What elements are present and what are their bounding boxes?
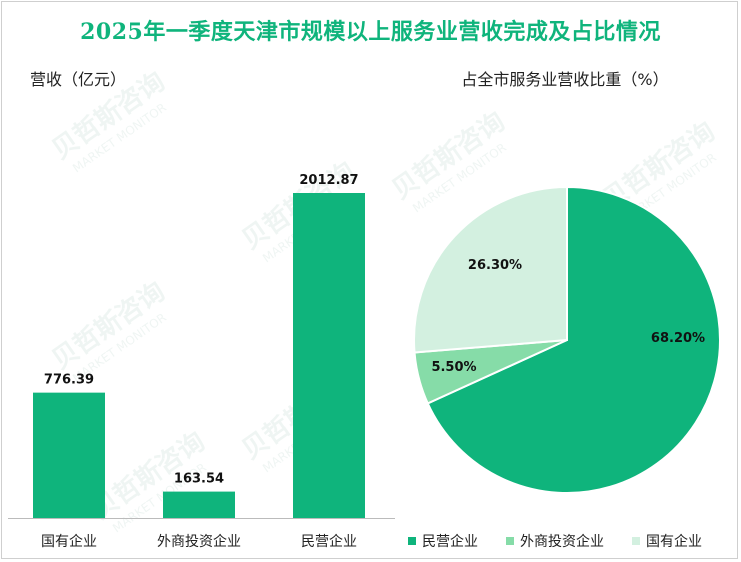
pie-value-label: 26.30%: [468, 258, 522, 273]
pie-slice-3: [413, 185, 568, 354]
pie-slice-1: [426, 185, 721, 494]
legend-swatch: [506, 537, 514, 545]
bar-category-label: 民营企业: [301, 533, 357, 550]
legend-swatch: [632, 537, 640, 545]
legend-label: 民营企业: [422, 534, 478, 550]
pie-value-label: 68.20%: [651, 331, 705, 346]
bar-value-label: 2012.87: [299, 173, 358, 188]
bar-3: [293, 193, 365, 518]
pie-title: 占全市服务业营收比重（%）: [461, 70, 669, 89]
legend-label: 外商投资企业: [520, 534, 604, 550]
legend-item: 外商投资企业: [506, 531, 604, 551]
bar-value-label: 163.54: [174, 472, 224, 487]
bar-category-label: 国有企业: [41, 533, 97, 550]
legend-swatch: [408, 537, 416, 545]
bar-value-label: 776.39: [44, 373, 94, 388]
legend-item: 国有企业: [632, 531, 702, 551]
pie-chart: 68.20% 5.50% 26.30%: [413, 185, 721, 494]
bar-category-label: 外商投资企业: [157, 533, 241, 550]
bar-chart: 776.39 国有企业 163.54 外商投资企业 2012.87 民营企业: [8, 173, 395, 550]
bar-1: [33, 392, 105, 518]
legend-label: 国有企业: [646, 534, 702, 550]
pie-value-label: 5.50%: [431, 360, 476, 375]
bar-y-axis-label: 营收（亿元）: [30, 70, 127, 89]
bar-2: [163, 491, 235, 518]
legend-item: 民营企业: [408, 531, 478, 551]
chart-title: 2025年一季度天津市规模以上服务业营收完成及占比情况: [80, 19, 661, 45]
pie-legend: 民营企业 外商投资企业 国有企业: [408, 530, 738, 552]
